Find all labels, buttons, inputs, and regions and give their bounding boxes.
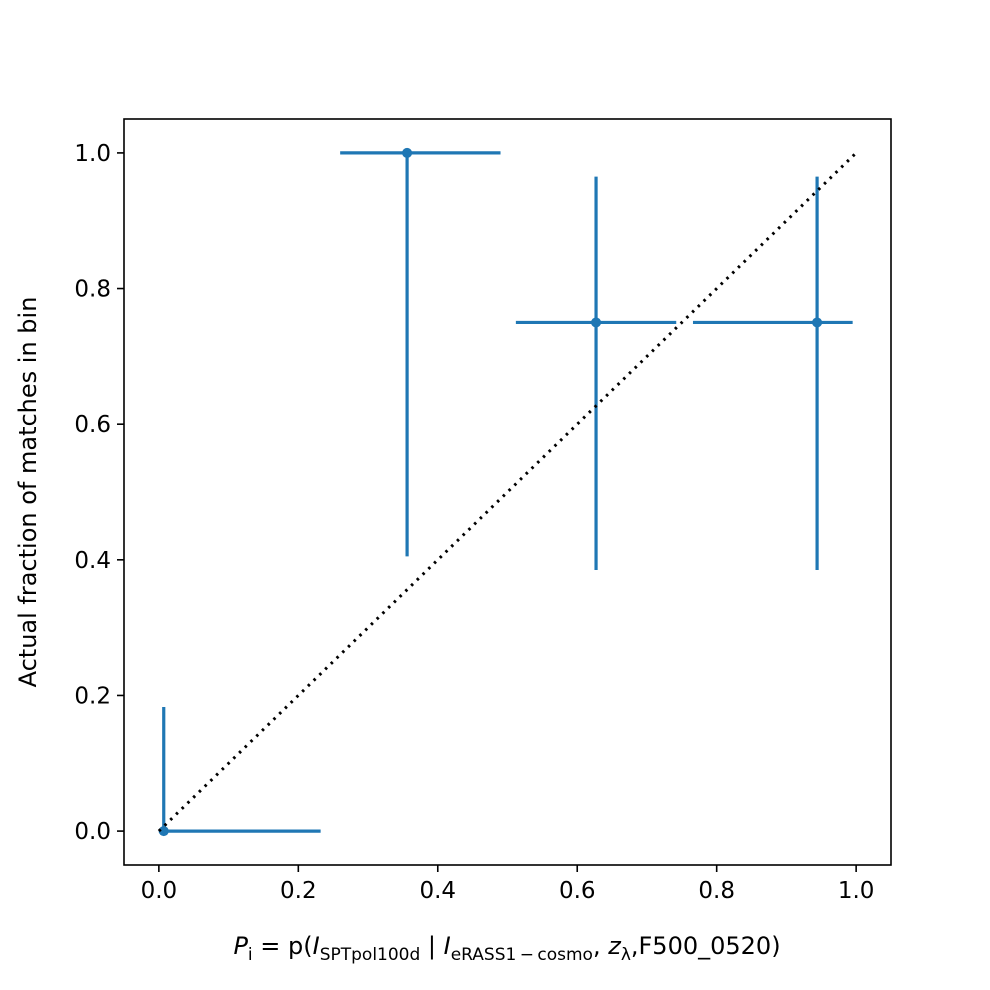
- data-point: [591, 317, 602, 328]
- y-tick-label: 0.2: [74, 683, 111, 709]
- y-tick-label: 0.4: [74, 548, 111, 574]
- data-point-group: [340, 147, 501, 557]
- y-axis-label: Actual fraction of matches in bin: [14, 297, 42, 688]
- data-point-group: [515, 176, 677, 570]
- plot-frame: [123, 118, 892, 866]
- plot-data: [157, 147, 858, 837]
- x-axis-ticks: 0.0 0.2 0.4 0.6 0.8 1.0: [141, 865, 875, 904]
- x-tick-label: 0.6: [559, 878, 596, 904]
- y-tick-label: 0.8: [74, 277, 111, 303]
- y-tick-label: 0.0: [74, 819, 111, 845]
- y-tick-label: 0.6: [74, 412, 111, 438]
- reference-line: [157, 151, 858, 833]
- data-point: [158, 826, 169, 837]
- y-tick-label: 1.0: [74, 141, 111, 167]
- data-point: [812, 317, 823, 328]
- data-point-group: [158, 706, 321, 837]
- data-point: [402, 147, 413, 158]
- x-tick-label: 0.0: [141, 878, 178, 904]
- x-axis-label: Pi = p(ISPTpol100d | IeRASS1 − cosmo, zλ…: [233, 932, 780, 965]
- data-point-group: [692, 176, 853, 570]
- x-tick-label: 0.2: [280, 878, 317, 904]
- x-tick-label: 1.0: [838, 878, 875, 904]
- x-tick-label: 0.8: [698, 878, 735, 904]
- y-axis-ticks: 0.0 0.2 0.4 0.6 0.8 1.0: [74, 141, 124, 845]
- x-tick-label: 0.4: [419, 878, 456, 904]
